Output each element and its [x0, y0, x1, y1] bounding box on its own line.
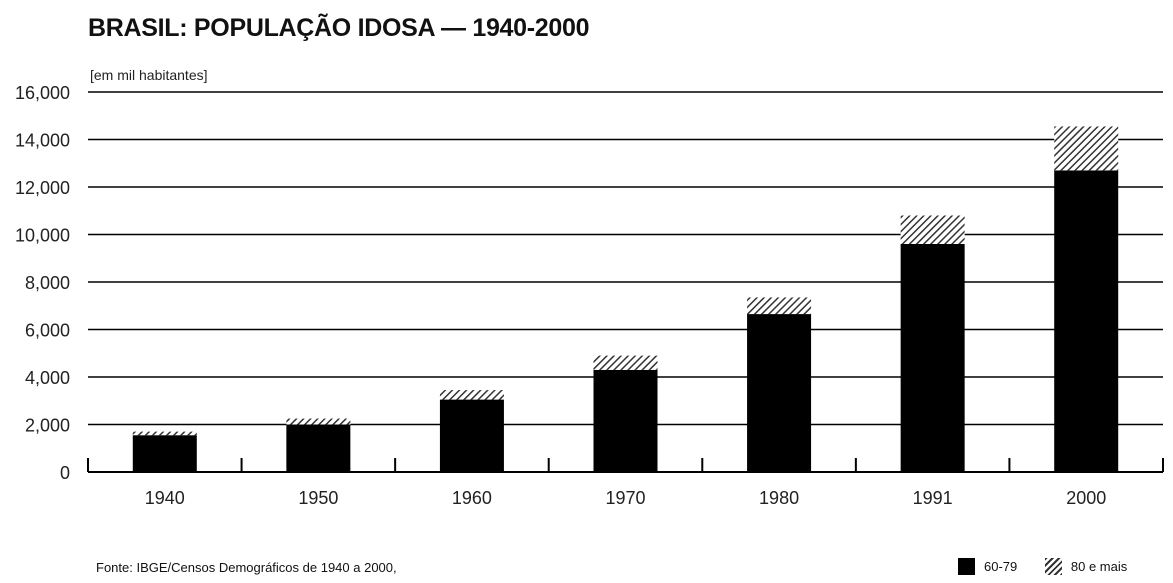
source-note: Fonte: IBGE/Censos Demográficos de 1940 …: [96, 560, 397, 575]
x-tick-label-2000: 2000: [1066, 488, 1106, 508]
bar-1940-80-e-mais: [132, 431, 197, 436]
bar-1960-60-79: [439, 399, 504, 472]
y-tick-label-12000: 12,000: [15, 178, 70, 198]
bar-1970-60-79: [593, 369, 658, 472]
legend-label-80-e-mais: 80 e mais: [1070, 559, 1128, 574]
y-tick-label-6000: 6,000: [25, 321, 70, 341]
x-axis-ticks: 1940 1950 1960 1970 1980 1991 2000: [145, 488, 1106, 508]
bar-1980-60-79: [747, 314, 812, 472]
legend-item-80-e-mais: 80 e mais: [1044, 558, 1128, 575]
x-tick-label-1950: 1950: [298, 488, 338, 508]
legend: 60-79 80 e mais: [958, 558, 1127, 578]
y-tick-label-0: 0: [60, 463, 70, 483]
chart-title: BRASIL: POPULAÇÃO IDOSA — 1940-2000: [88, 14, 590, 42]
y-tick-label-8000: 8,000: [25, 273, 70, 293]
bar-2000-60-79: [1054, 170, 1119, 472]
x-tick-label-1960: 1960: [452, 488, 492, 508]
legend-item-60-79: 60-79: [958, 558, 1017, 575]
bar-1980-80-e-mais: [747, 297, 812, 315]
y-tick-label-16000: 16,000: [15, 83, 70, 103]
bar-1970-80-e-mais: [593, 355, 658, 370]
x-tick-label-1970: 1970: [605, 488, 645, 508]
x-tick-label-1980: 1980: [759, 488, 799, 508]
bar-1991-80-e-mais: [900, 215, 965, 244]
y-tick-label-4000: 4,000: [25, 368, 70, 388]
y-tick-label-10000: 10,000: [15, 226, 70, 246]
bars: [132, 126, 1119, 472]
bar-1950-60-79: [286, 424, 351, 472]
x-tick-label-1991: 1991: [913, 488, 953, 508]
y-tick-label-14000: 14,000: [15, 131, 70, 151]
bar-1960-80-e-mais: [439, 390, 504, 400]
bar-1940-60-79: [132, 435, 197, 472]
bar-1991-60-79: [900, 244, 965, 472]
x-axis: [87, 458, 1164, 473]
unit-label: [em mil habitantes]: [90, 67, 208, 83]
bar-2000-80-e-mais: [1054, 126, 1119, 171]
legend-label-60-79: 60-79: [984, 559, 1018, 574]
bar-1950-80-e-mais: [286, 418, 351, 425]
legend-swatch-solid: [958, 558, 975, 575]
legend-swatch-hatch: [1044, 558, 1062, 575]
y-axis-ticks: 0 2,000 4,000 6,000 8,000 10,000 12,000 14,000 1…: [15, 83, 70, 483]
y-tick-label-2000: 2,000: [25, 416, 70, 436]
x-tick-label-1940: 1940: [145, 488, 185, 508]
